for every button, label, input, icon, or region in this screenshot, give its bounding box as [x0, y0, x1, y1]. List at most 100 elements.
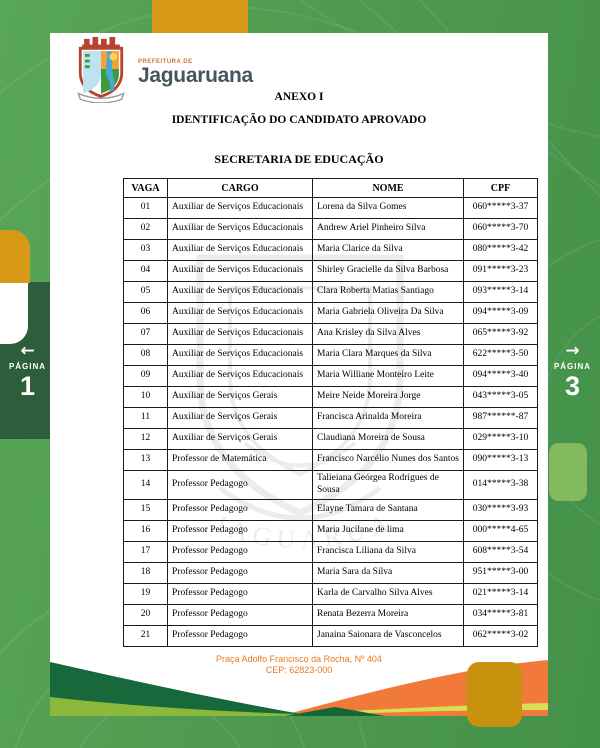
vaga-cell: 05	[123, 281, 168, 303]
cargo-cell: Professor Pedagogo	[167, 561, 313, 584]
column-header-nome: NOME	[312, 178, 464, 198]
cargo-cell: Auxiliar de Serviços Gerais	[167, 386, 313, 408]
nome-cell: Maria Jucilane de lima	[312, 519, 464, 542]
nome-cell: Ana Krisley da Silva Alves	[312, 323, 464, 345]
vaga-cell: 06	[123, 302, 168, 324]
cargo-cell: Professor Pedagogo	[167, 540, 313, 563]
cargo-cell: Professor Pedagogo	[167, 498, 313, 521]
cargo-cell: Professor Pedagogo	[167, 603, 313, 626]
cpf-cell: 090*****3-13	[463, 449, 538, 471]
vaga-cell: 09	[123, 365, 168, 387]
vaga-cell: 17	[123, 540, 168, 563]
nome-cell: Janaína Saionara de Vasconcelos	[312, 624, 464, 647]
table-row: 16 Professor Pedagogo Maria Jucilane de li…	[123, 519, 538, 542]
cpf-cell: 034*****3-81	[463, 603, 538, 626]
vaga-cell: 03	[123, 239, 168, 261]
table-row: 08 Auxiliar de Serviços Educacionais Maria…	[123, 344, 538, 366]
table-row: 01 Auxiliar de Serviços Educacionais Loren…	[123, 197, 538, 219]
vaga-cell: 04	[123, 260, 168, 282]
nome-cell: Meire Neide Moreira Jorge	[312, 386, 464, 408]
cpf-cell: 060*****3-37	[463, 197, 538, 219]
vaga-cell: 01	[123, 197, 168, 219]
vaga-cell: 11	[123, 407, 168, 429]
table-row: 21 Professor Pedagogo Janaína Saionara de …	[123, 624, 538, 647]
nome-cell: Francisca Arinalda Moreira	[312, 407, 464, 429]
table-row: 12 Auxiliar de Serviços Gerais Claudiana M…	[123, 428, 538, 450]
column-header-vaga: VAGA	[123, 178, 168, 198]
table-row: 20 Professor Pedagogo Renata Bezerra Morei…	[123, 603, 538, 626]
arrow-left-icon[interactable]: ←	[20, 341, 35, 361]
nome-cell: Talieiana Geórgea Rodrigues de Sousa	[312, 470, 464, 500]
cargo-cell: Auxiliar de Serviços Educacionais	[167, 239, 313, 261]
cargo-cell: Professor Pedagogo	[167, 470, 313, 500]
cpf-cell: 000*****4-65	[463, 519, 538, 542]
vaga-cell: 20	[123, 603, 168, 626]
vaga-cell: 18	[123, 561, 168, 584]
vaga-cell: 02	[123, 218, 168, 240]
logo-org-name: Jaguaruana	[138, 64, 253, 87]
vaga-cell: 15	[123, 498, 168, 521]
cpf-cell: 093*****3-14	[463, 281, 538, 303]
cargo-cell: Auxiliar de Serviços Educacionais	[167, 197, 313, 219]
page-nav-previous-label: PÁGINA	[8, 362, 47, 371]
left-gold-block	[0, 230, 30, 283]
nome-cell: Maria Gabriela Oliveira Da Silva	[312, 302, 464, 324]
cpf-cell: 043*****3-05	[463, 386, 538, 408]
table-row: 09 Auxiliar de Serviços Educacionais Maria…	[123, 365, 538, 387]
cargo-cell: Auxiliar de Serviços Gerais	[167, 428, 313, 450]
city-crest-icon	[77, 37, 125, 103]
header-logo: PREFEITURA DE Jaguaruana	[72, 37, 253, 103]
cargo-cell: Auxiliar de Serviços Educacionais	[167, 281, 313, 303]
cpf-cell: 021*****3-14	[463, 582, 538, 605]
cpf-cell: 062*****3-02	[463, 624, 538, 647]
cargo-cell: Professor de Matemática	[167, 449, 313, 471]
table-row: 19 Professor Pedagogo Karla de Carvalho Si…	[123, 582, 538, 605]
page-nav-next-number: 3	[564, 371, 581, 401]
cpf-cell: 622*****3-50	[463, 344, 538, 366]
vaga-cell: 12	[123, 428, 168, 450]
arrow-right-icon[interactable]: →	[565, 341, 580, 361]
cargo-cell: Professor Pedagogo	[167, 582, 313, 605]
table-row: 02 Auxiliar de Serviços Educacionais Andre…	[123, 218, 538, 240]
nome-cell: Renata Bezerra Moreira	[312, 603, 464, 626]
table-body: 01 Auxiliar de Serviços Educacionais Loren…	[123, 197, 538, 647]
cpf-cell: 060*****3-70	[463, 218, 538, 240]
page-nav-next-label: PÁGINA	[553, 362, 592, 371]
candidates-table: VAGA CARGO NOME CPF 01 Auxiliar de Serviços …	[123, 178, 538, 647]
footer-waves-decoration	[50, 650, 548, 716]
nome-cell: Claudiana Moreira de Sousa	[312, 428, 464, 450]
table-row: 13 Professor de Matemática Francisco Narcé…	[123, 449, 538, 471]
cpf-cell: 065*****3-92	[463, 323, 538, 345]
table-row: 05 Auxiliar de Serviços Educacionais Clara…	[123, 281, 538, 303]
logo-org-small-label: PREFEITURA DE	[138, 59, 193, 65]
vaga-cell: 14	[123, 470, 168, 500]
cpf-cell: 094*****3-40	[463, 365, 538, 387]
cpf-cell: 091*****3-23	[463, 260, 538, 282]
table-header-row: VAGA CARGO NOME CPF	[123, 178, 538, 198]
table-row: 10 Auxiliar de Serviços Gerais Meire Neide…	[123, 386, 538, 408]
vaga-cell: 16	[123, 519, 168, 542]
vaga-cell: 08	[123, 344, 168, 366]
nome-cell: Shirley Gracielle da Silva Barbosa	[312, 260, 464, 282]
right-green-block	[549, 443, 587, 501]
nome-cell: Francisca Liliana da Silva	[312, 540, 464, 563]
cargo-cell: Auxiliar de Serviços Gerais	[167, 407, 313, 429]
nome-cell: Maria Williane Monteiro Leite	[312, 365, 464, 387]
page-nav-next[interactable]: → PÁGINA 3	[545, 282, 600, 439]
nome-cell: Elayne Tamara de Santana	[312, 498, 464, 521]
cpf-cell: 608*****3-54	[463, 540, 538, 563]
column-header-cpf: CPF	[463, 178, 538, 198]
table-row: 04 Auxiliar de Serviços Educacionais Shirl…	[123, 260, 538, 282]
nome-cell: Maria Clarice da Silva	[312, 239, 464, 261]
document-subtitle: IDENTIFICAÇÃO DO CANDIDATO APROVADO	[171, 114, 427, 126]
nome-cell: Maria Clara Marques da Silva	[312, 344, 464, 366]
cargo-cell: Auxiliar de Serviços Educacionais	[167, 344, 313, 366]
table-row: 14 Professor Pedagogo Talieiana Geórgea Ro…	[123, 470, 538, 500]
nome-cell: Andrew Ariel Pinheiro Silva	[312, 218, 464, 240]
cpf-cell: 080*****3-42	[463, 239, 538, 261]
left-white-block	[0, 283, 28, 344]
section-title: SECRETARIA DE EDUCAÇÃO	[214, 152, 384, 166]
footer-cep: CEP: 62823-000	[265, 665, 333, 675]
table-row: 03 Auxiliar de Serviços Educacionais Maria…	[123, 239, 538, 261]
cpf-cell: 030*****3-93	[463, 498, 538, 521]
